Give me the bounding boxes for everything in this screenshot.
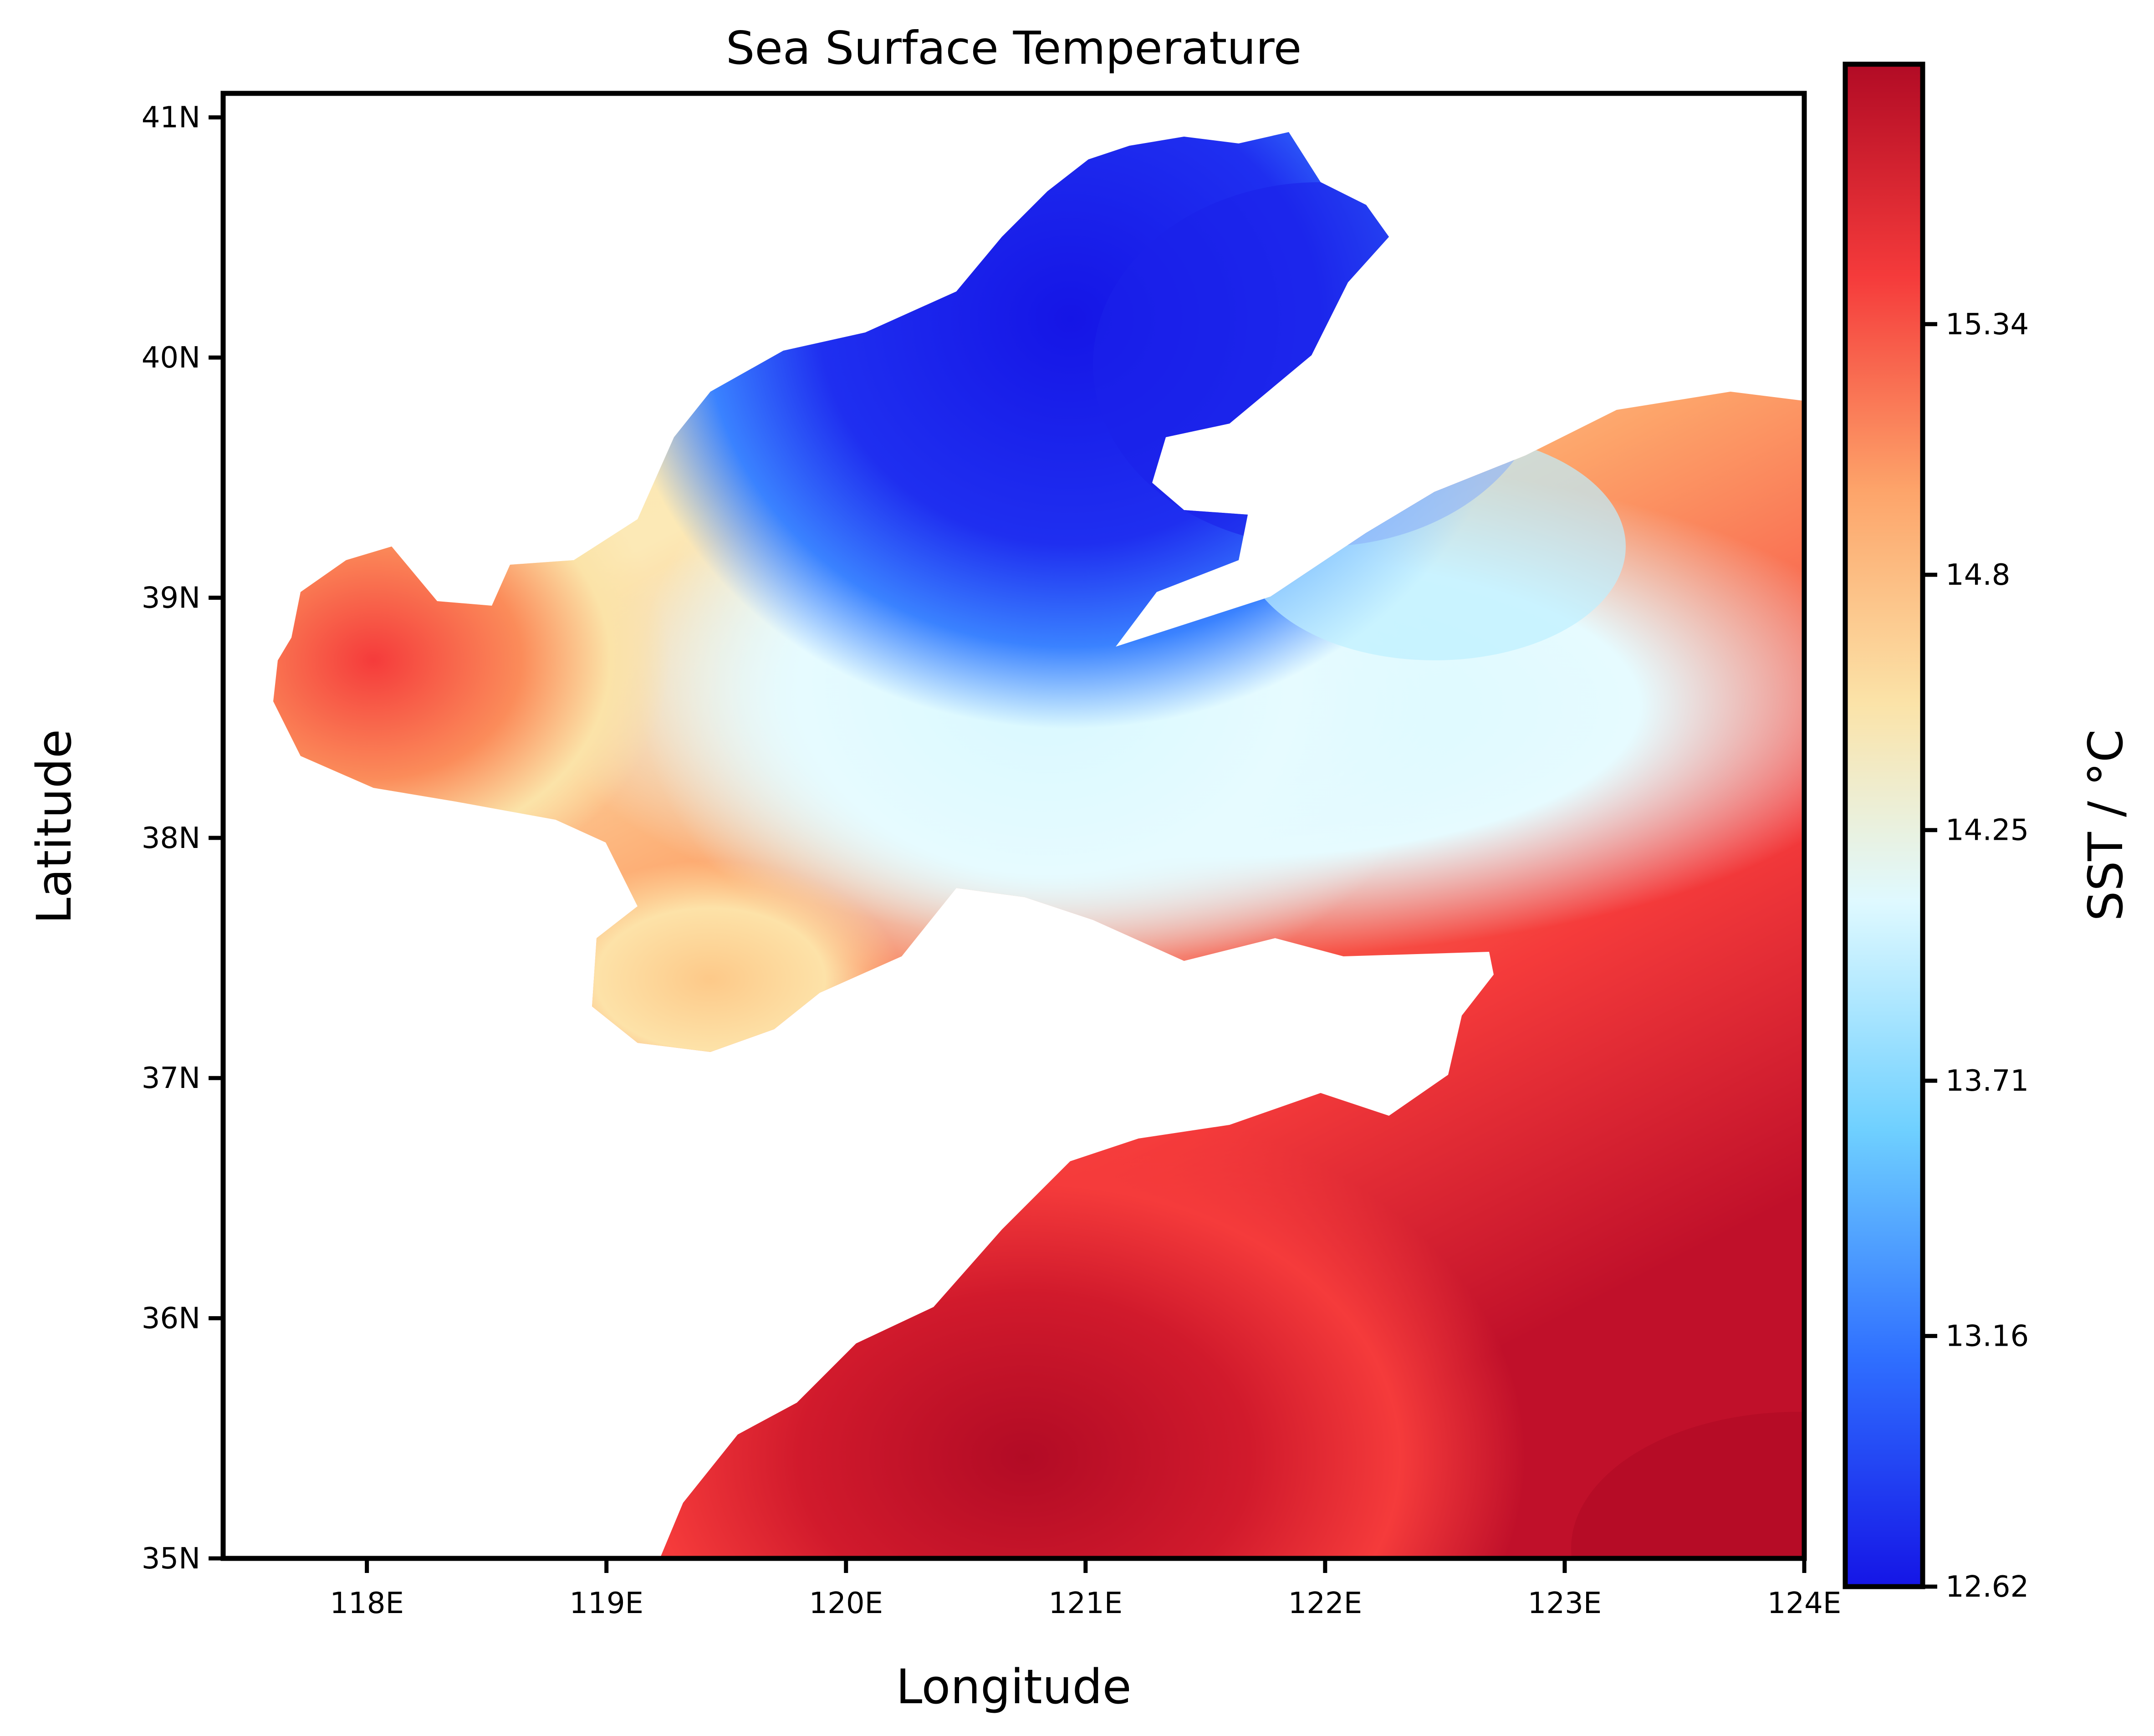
y-axis-ticks: 35N 36N 37N 38N 39N 40N 41N xyxy=(142,101,223,1576)
x-tick-label: 123E xyxy=(1528,1587,1602,1620)
x-tick-label: 119E xyxy=(569,1587,643,1620)
colorbar-tick-label: 14.8 xyxy=(1945,558,2011,592)
y-tick-label: 35N xyxy=(142,1542,200,1576)
colorbar-tick-label: 13.16 xyxy=(1945,1320,2029,1353)
x-tick-label: 124E xyxy=(1767,1587,1842,1620)
colorbar-tick-label: 12.62 xyxy=(1945,1570,2029,1604)
y-tick-label: 41N xyxy=(142,101,200,135)
y-tick-label: 37N xyxy=(142,1062,200,1095)
colorbar-ticks: 12.62 13.16 13.71 14.25 14.8 15.34 xyxy=(1923,308,2029,1604)
y-tick-label: 39N xyxy=(142,581,200,615)
x-axis-ticks: 118E 119E 120E 121E 122E 123E 124E xyxy=(330,1558,1841,1620)
colorbar xyxy=(1843,61,1925,1589)
y-tick-label: 38N xyxy=(142,822,200,855)
x-tick-label: 120E xyxy=(809,1587,883,1620)
x-tick-label: 122E xyxy=(1288,1587,1363,1620)
colorbar-tick-label: 13.71 xyxy=(1945,1064,2029,1098)
y-tick-label: 40N xyxy=(142,341,200,375)
x-tick-label: 118E xyxy=(330,1587,404,1620)
colorbar-label: SST / °C xyxy=(2078,729,2134,921)
colorbar-tick-label: 15.34 xyxy=(1945,308,2029,342)
plot-frame xyxy=(220,91,1807,1561)
colorbar-tick-label: 14.25 xyxy=(1945,814,2029,848)
x-tick-label: 121E xyxy=(1049,1587,1123,1620)
y-tick-label: 36N xyxy=(142,1302,200,1336)
y-axis-title: Latitude xyxy=(26,729,82,924)
x-axis-title: Longitude xyxy=(896,1659,1131,1715)
chart-title: Sea Surface Temperature xyxy=(726,21,1302,75)
